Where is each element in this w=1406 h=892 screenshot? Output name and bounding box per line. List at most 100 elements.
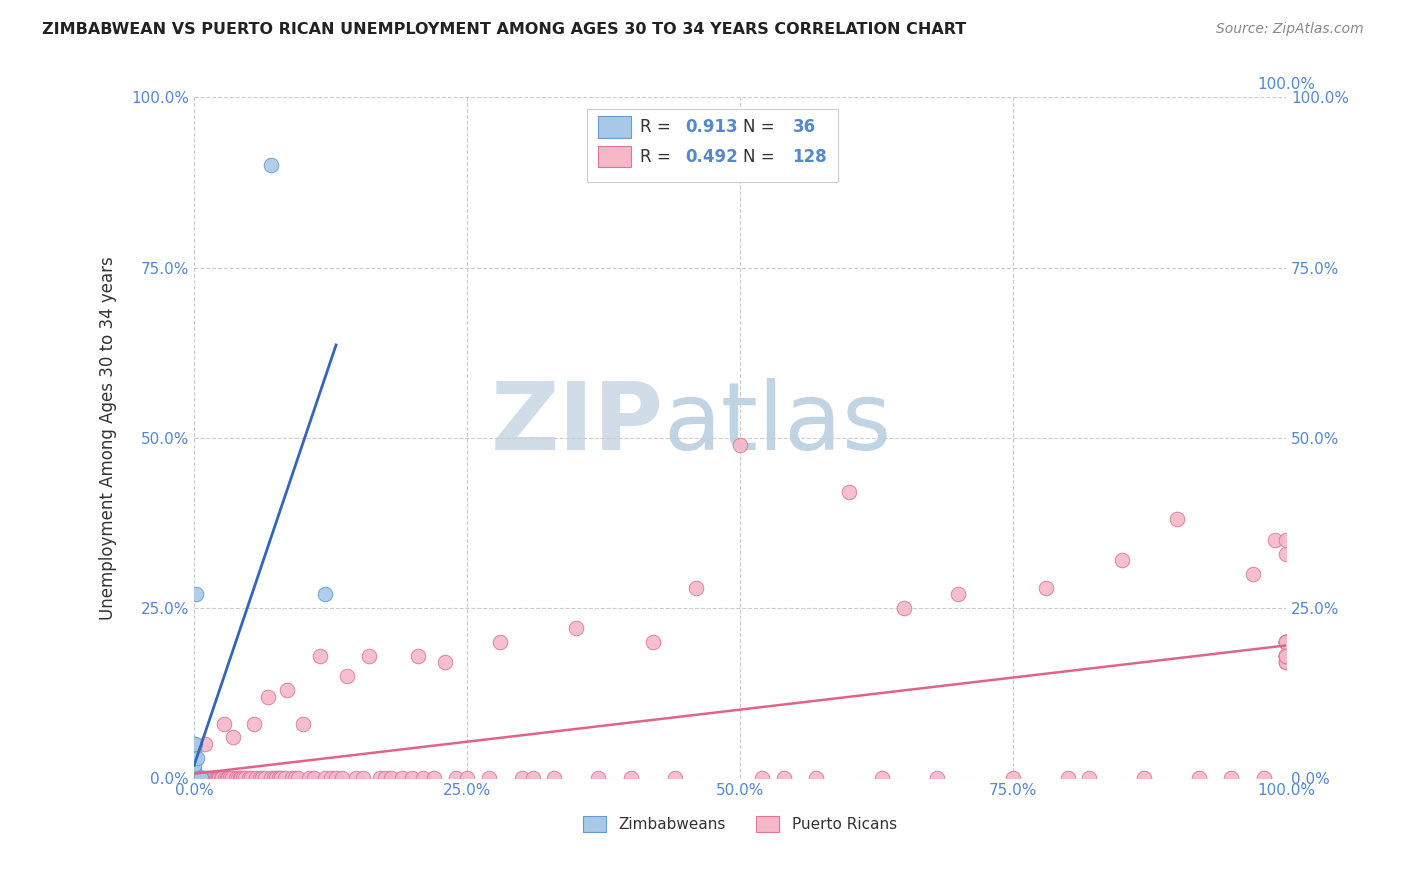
Point: [205, 771, 228, 785]
Point: [274, 771, 297, 785]
Point: [186, 751, 208, 765]
Point: [200, 771, 222, 785]
Point: [259, 158, 281, 172]
Point: [226, 771, 249, 785]
Point: [522, 771, 544, 785]
Point: [352, 771, 374, 785]
Text: R =: R =: [640, 147, 676, 166]
Text: ZIP: ZIP: [491, 378, 664, 470]
Point: [543, 771, 565, 785]
Point: [1275, 648, 1298, 663]
Point: [276, 682, 298, 697]
Point: [229, 771, 252, 785]
Point: [187, 771, 209, 785]
Point: [374, 771, 396, 785]
Point: [314, 587, 336, 601]
Point: [772, 771, 794, 785]
Point: [183, 771, 205, 785]
Point: [183, 768, 205, 782]
Point: [194, 771, 217, 785]
Point: [235, 771, 257, 785]
Point: [1056, 771, 1078, 785]
Point: [208, 771, 231, 785]
Point: [217, 771, 239, 785]
Point: [838, 485, 860, 500]
Text: atlas: atlas: [664, 378, 891, 470]
Point: [187, 771, 209, 785]
Point: [1275, 547, 1298, 561]
Point: [1275, 533, 1298, 547]
Point: [444, 771, 467, 785]
Point: [641, 635, 664, 649]
Text: 128: 128: [793, 147, 827, 166]
Point: [232, 771, 254, 785]
Point: [1241, 566, 1264, 581]
Point: [893, 601, 915, 615]
Point: [292, 716, 315, 731]
Point: [229, 771, 252, 785]
Point: [330, 771, 353, 785]
Point: [190, 771, 212, 785]
Point: [264, 771, 287, 785]
Point: [948, 587, 970, 601]
Point: [183, 771, 205, 785]
Point: [238, 771, 260, 785]
Point: [751, 771, 773, 785]
Point: [183, 771, 205, 785]
Point: [298, 771, 321, 785]
Point: [806, 771, 828, 785]
Point: [1166, 512, 1188, 526]
Point: [245, 771, 267, 785]
Point: [620, 771, 643, 785]
Point: [1275, 635, 1298, 649]
Point: [510, 771, 533, 785]
Text: N =: N =: [744, 147, 780, 166]
Point: [183, 771, 205, 785]
Point: [287, 771, 309, 785]
Point: [202, 771, 225, 785]
Text: 0.492: 0.492: [686, 147, 738, 166]
Point: [254, 771, 277, 785]
Point: [1275, 635, 1298, 649]
Point: [183, 771, 205, 785]
Point: [186, 587, 208, 601]
Point: [1275, 656, 1298, 670]
Point: [209, 771, 232, 785]
Point: [870, 771, 893, 785]
Point: [308, 648, 330, 663]
Point: [1001, 771, 1024, 785]
Point: [1275, 635, 1298, 649]
Point: [183, 771, 205, 785]
Point: [183, 764, 205, 779]
Point: [243, 716, 266, 731]
Point: [183, 751, 205, 765]
Point: [195, 771, 218, 785]
Point: [183, 771, 205, 785]
Point: [183, 771, 205, 785]
Point: [219, 771, 242, 785]
Point: [1275, 648, 1298, 663]
Point: [319, 771, 342, 785]
Point: [1275, 635, 1298, 649]
Point: [1078, 771, 1101, 785]
Point: [183, 771, 205, 785]
Point: [222, 731, 245, 745]
Point: [211, 771, 233, 785]
Point: [1111, 553, 1133, 567]
Point: [586, 771, 609, 785]
Point: [269, 771, 291, 785]
Point: [183, 771, 205, 785]
Point: [249, 771, 271, 785]
Point: [1264, 533, 1286, 547]
Point: [1275, 648, 1298, 663]
Point: [1035, 581, 1057, 595]
Point: [1253, 771, 1275, 785]
Point: [190, 771, 212, 785]
Point: [336, 669, 359, 683]
Point: [284, 771, 307, 785]
Y-axis label: Unemployment Among Ages 30 to 34 years: Unemployment Among Ages 30 to 34 years: [100, 256, 117, 620]
Point: [250, 771, 273, 785]
Point: [423, 771, 446, 785]
Point: [1133, 771, 1156, 785]
Point: [281, 771, 304, 785]
